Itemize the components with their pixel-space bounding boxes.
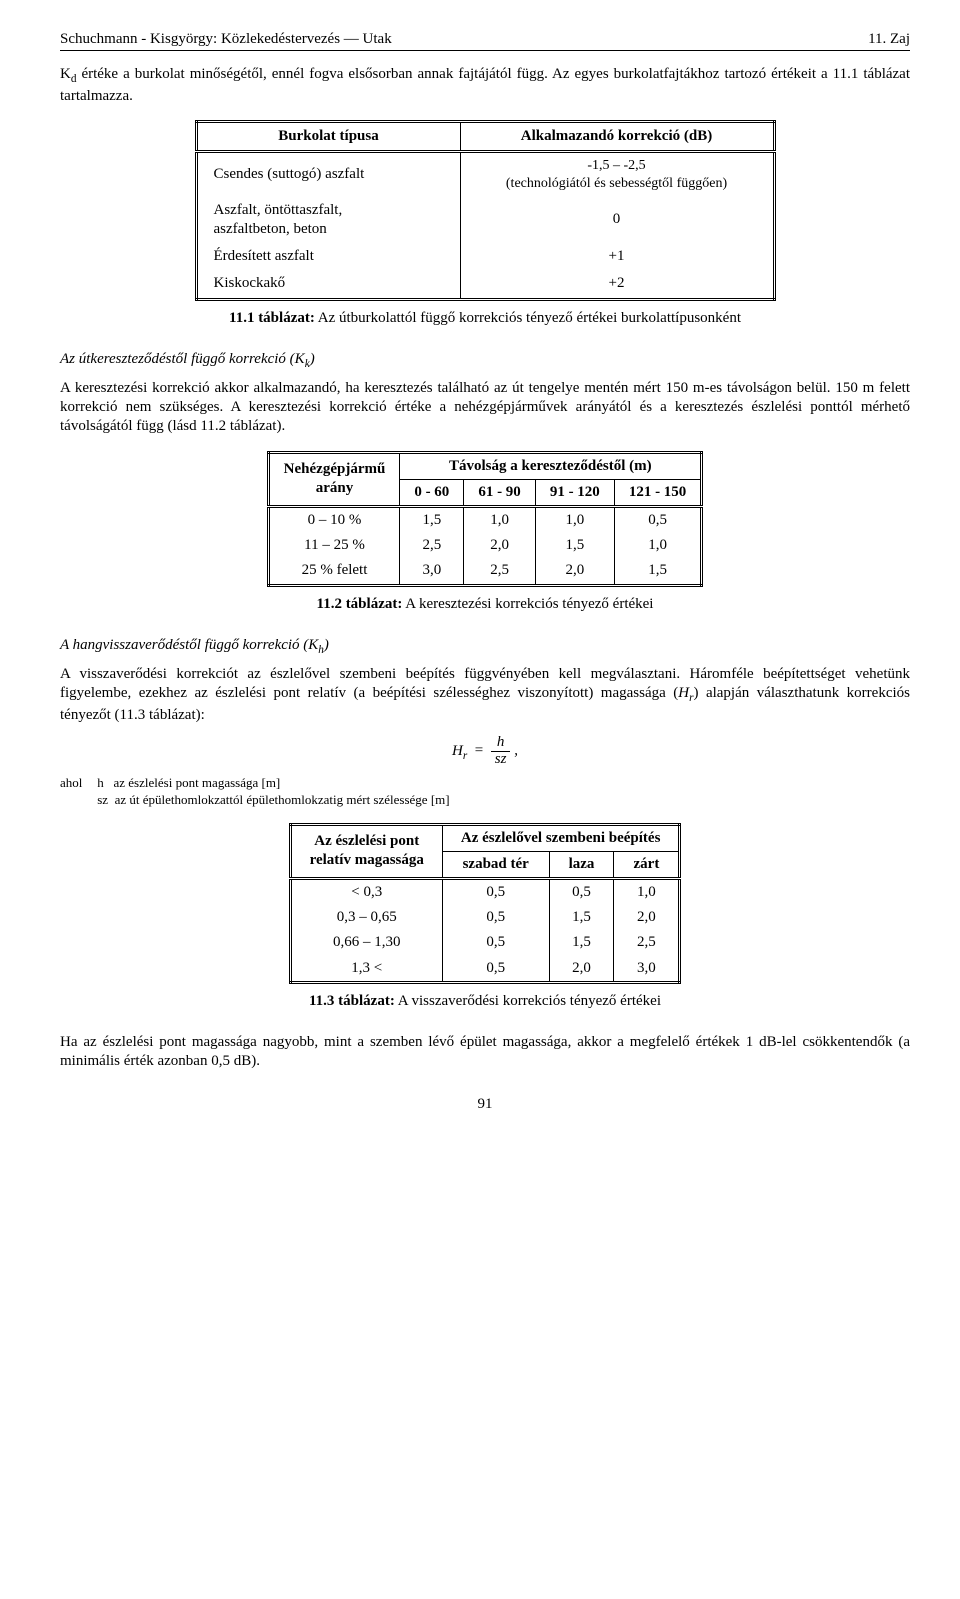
t3-caption-rest: A visszaverődési korrekciós tényező érté… <box>395 993 661 1009</box>
t3-mh-0: szabad tér <box>442 851 549 878</box>
outro-paragraph: Ha az észlelési pont magassága nagyobb, … <box>60 1033 910 1071</box>
eq-lhs: H <box>452 743 463 759</box>
t2-topright: Távolság a kereszteződéstől (m) <box>400 452 702 479</box>
where-l2-txt: az út épülethomlokzattól épülethomlokzat… <box>115 792 450 807</box>
t3-r0-l: < 0,3 <box>290 879 442 906</box>
t2-r0-0: 1,5 <box>400 507 464 534</box>
kh-title: A hangvisszaverődéstől függő korrekció (… <box>60 636 910 657</box>
t3-r3-0: 0,5 <box>442 956 549 983</box>
kh-paragraph: A visszaverődési korrekciót az észlelőve… <box>60 665 910 725</box>
intro-paragraph: Kd értéke a burkolat minőségétől, ennél … <box>60 65 910 106</box>
t1-r1-val: 0 <box>460 197 774 243</box>
t3-mh-1: laza <box>549 851 614 878</box>
where-l1-sym: h <box>97 775 104 790</box>
t3-r3-2: 3,0 <box>614 956 680 983</box>
t2-dh-3: 121 - 150 <box>614 479 702 506</box>
t2-r2-l: 25 % felett <box>268 558 400 585</box>
table-11-2-caption: 11.2 táblázat: A keresztezési korrekciós… <box>60 595 910 614</box>
table-11-3-caption: 11.3 táblázat: A visszaverődési korrekci… <box>60 992 910 1011</box>
t3-topleft: Az észlelési pont relatív magassága <box>290 824 442 878</box>
table-11-2: Nehézgépjármű arány Távolság a keresztez… <box>60 451 910 587</box>
t2-r2-2: 2,0 <box>535 558 614 585</box>
t1-head-type: Burkolat típusa <box>196 121 460 151</box>
table-11-3: Az észlelési pont relatív magassága Az é… <box>60 823 910 984</box>
t2-topleft: Nehézgépjármű arány <box>268 452 400 506</box>
t2-r0-l: 0 – 10 % <box>268 507 400 534</box>
t3-r3-l: 1,3 < <box>290 956 442 983</box>
eq-den: sz <box>495 751 507 767</box>
t3-r2-0: 0,5 <box>442 930 549 955</box>
t3-r1-0: 0,5 <box>442 905 549 930</box>
t1-r0-val: -1,5 – -2,5 (technológiától és sebességt… <box>460 151 774 196</box>
t3-topright: Az észlelővel szembeni beépítés <box>442 824 680 851</box>
t3-mh-2: zárt <box>614 851 680 878</box>
t1-r0-type: Csendes (suttogó) aszfalt <box>196 151 460 196</box>
where-l1-txt: az észlelési pont magassága [m] <box>114 775 281 790</box>
header-right: 11. Zaj <box>868 30 910 49</box>
t2-dh-2: 91 - 120 <box>535 479 614 506</box>
t2-r2-0: 3,0 <box>400 558 464 585</box>
page-header: Schuchmann - Kisgyörgy: Közlekedéstervez… <box>60 30 910 51</box>
t1-caption-rest: Az útburkolattól függő korrekciós tényez… <box>315 310 741 326</box>
t1-r2-val: +1 <box>460 243 774 270</box>
t3-r0-1: 0,5 <box>549 879 614 906</box>
t3-caption-bold: 11.3 táblázat: <box>309 993 395 1009</box>
t3-r0-2: 1,0 <box>614 879 680 906</box>
t2-r2-1: 2,5 <box>464 558 536 585</box>
t3-r1-1: 1,5 <box>549 905 614 930</box>
t3-r3-1: 2,0 <box>549 956 614 983</box>
eq-sub: r <box>463 750 467 762</box>
t3-r0-0: 0,5 <box>442 879 549 906</box>
t3-r1-l: 0,3 – 0,65 <box>290 905 442 930</box>
t1-caption-bold: 11.1 táblázat: <box>229 310 315 326</box>
t2-r1-2: 1,5 <box>535 533 614 558</box>
t2-r0-1: 1,0 <box>464 507 536 534</box>
kk-title: Az útkereszteződéstől függő korrekció (K… <box>60 350 910 371</box>
t3-r2-1: 1,5 <box>549 930 614 955</box>
table-11-1-caption: 11.1 táblázat: Az útburkolattól függő ko… <box>60 309 910 328</box>
where-lead: ahol <box>60 775 94 792</box>
t2-r2-3: 1,5 <box>614 558 702 585</box>
header-left: Schuchmann - Kisgyörgy: Közlekedéstervez… <box>60 30 392 49</box>
t1-r1-type: Aszfalt, öntöttaszfalt, aszfaltbeton, be… <box>196 197 460 243</box>
where-l2-sym: sz <box>97 792 108 807</box>
table-11-1: Burkolat típusa Alkalmazandó korrekció (… <box>60 120 910 301</box>
t1-r3-val: +2 <box>460 270 774 299</box>
t1-r3-type: Kiskockakő <box>196 270 460 299</box>
t2-r1-1: 2,0 <box>464 533 536 558</box>
t2-r1-0: 2,5 <box>400 533 464 558</box>
page-number: 91 <box>60 1095 910 1114</box>
t2-caption-rest: A keresztezési korrekciós tényező értéke… <box>402 596 653 612</box>
where-block: ahol h az észlelési pont magassága [m] s… <box>60 775 910 808</box>
t3-r2-2: 2,5 <box>614 930 680 955</box>
t2-caption-bold: 11.2 táblázat: <box>317 596 403 612</box>
t3-r1-2: 2,0 <box>614 905 680 930</box>
t1-head-corr: Alkalmazandó korrekció (dB) <box>460 121 774 151</box>
t2-r0-3: 0,5 <box>614 507 702 534</box>
t2-r0-2: 1,0 <box>535 507 614 534</box>
t2-dh-0: 0 - 60 <box>400 479 464 506</box>
t2-r1-l: 11 – 25 % <box>268 533 400 558</box>
equation-hr: Hr = h sz , <box>60 735 910 768</box>
t2-r1-3: 1,0 <box>614 533 702 558</box>
t1-r2-type: Érdesített aszfalt <box>196 243 460 270</box>
t2-dh-1: 61 - 90 <box>464 479 536 506</box>
kk-paragraph: A keresztezési korrekció akkor alkalmaza… <box>60 379 910 437</box>
eq-num: h <box>497 734 505 750</box>
eq-tail: , <box>514 743 518 759</box>
t3-r2-l: 0,66 – 1,30 <box>290 930 442 955</box>
